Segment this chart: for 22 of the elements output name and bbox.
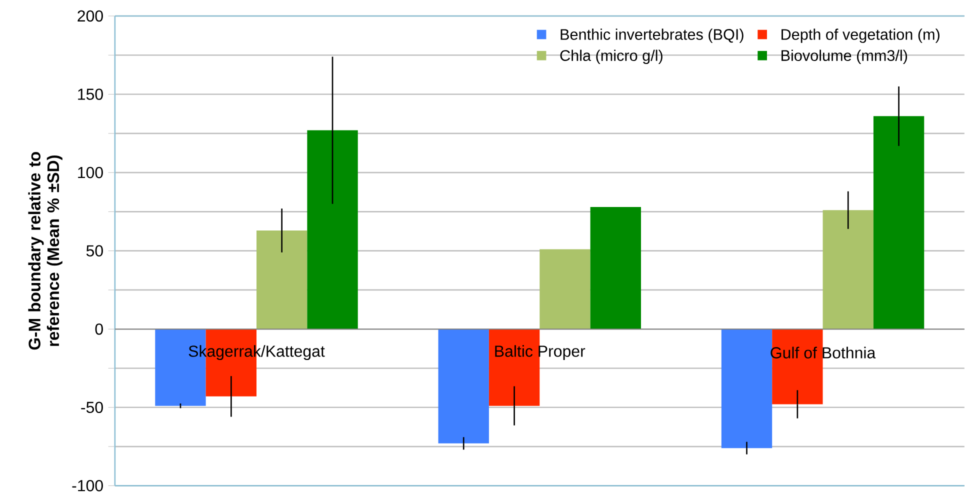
bar xyxy=(822,210,874,330)
bar xyxy=(772,329,823,404)
bar xyxy=(721,329,772,448)
bar xyxy=(438,329,489,444)
y-tick-label: -100 xyxy=(72,480,103,492)
legend-label: Benthic invertebrates (BQI) xyxy=(560,28,744,44)
y-tick-label: -50 xyxy=(81,402,103,414)
bar xyxy=(307,130,358,330)
bar xyxy=(590,207,641,330)
y-tick-label: 200 xyxy=(78,10,103,22)
bar xyxy=(540,249,590,330)
y-tick-label: 0 xyxy=(95,324,103,335)
legend-label: Biovolume (mm3/l) xyxy=(782,50,908,64)
legend-label: Depth of vegetation (m) xyxy=(782,28,940,44)
y-tick-label: 50 xyxy=(86,245,103,257)
y-tick-label: 150 xyxy=(78,88,103,100)
bar xyxy=(873,116,924,330)
y-tick-label: 100 xyxy=(78,167,103,178)
bar xyxy=(256,230,308,330)
y-axis-title: G-M boundary relative to reference (Mean % ±SD) xyxy=(28,152,62,350)
bar xyxy=(488,329,540,406)
legend-label: Chla (micro g/l) xyxy=(560,50,662,64)
